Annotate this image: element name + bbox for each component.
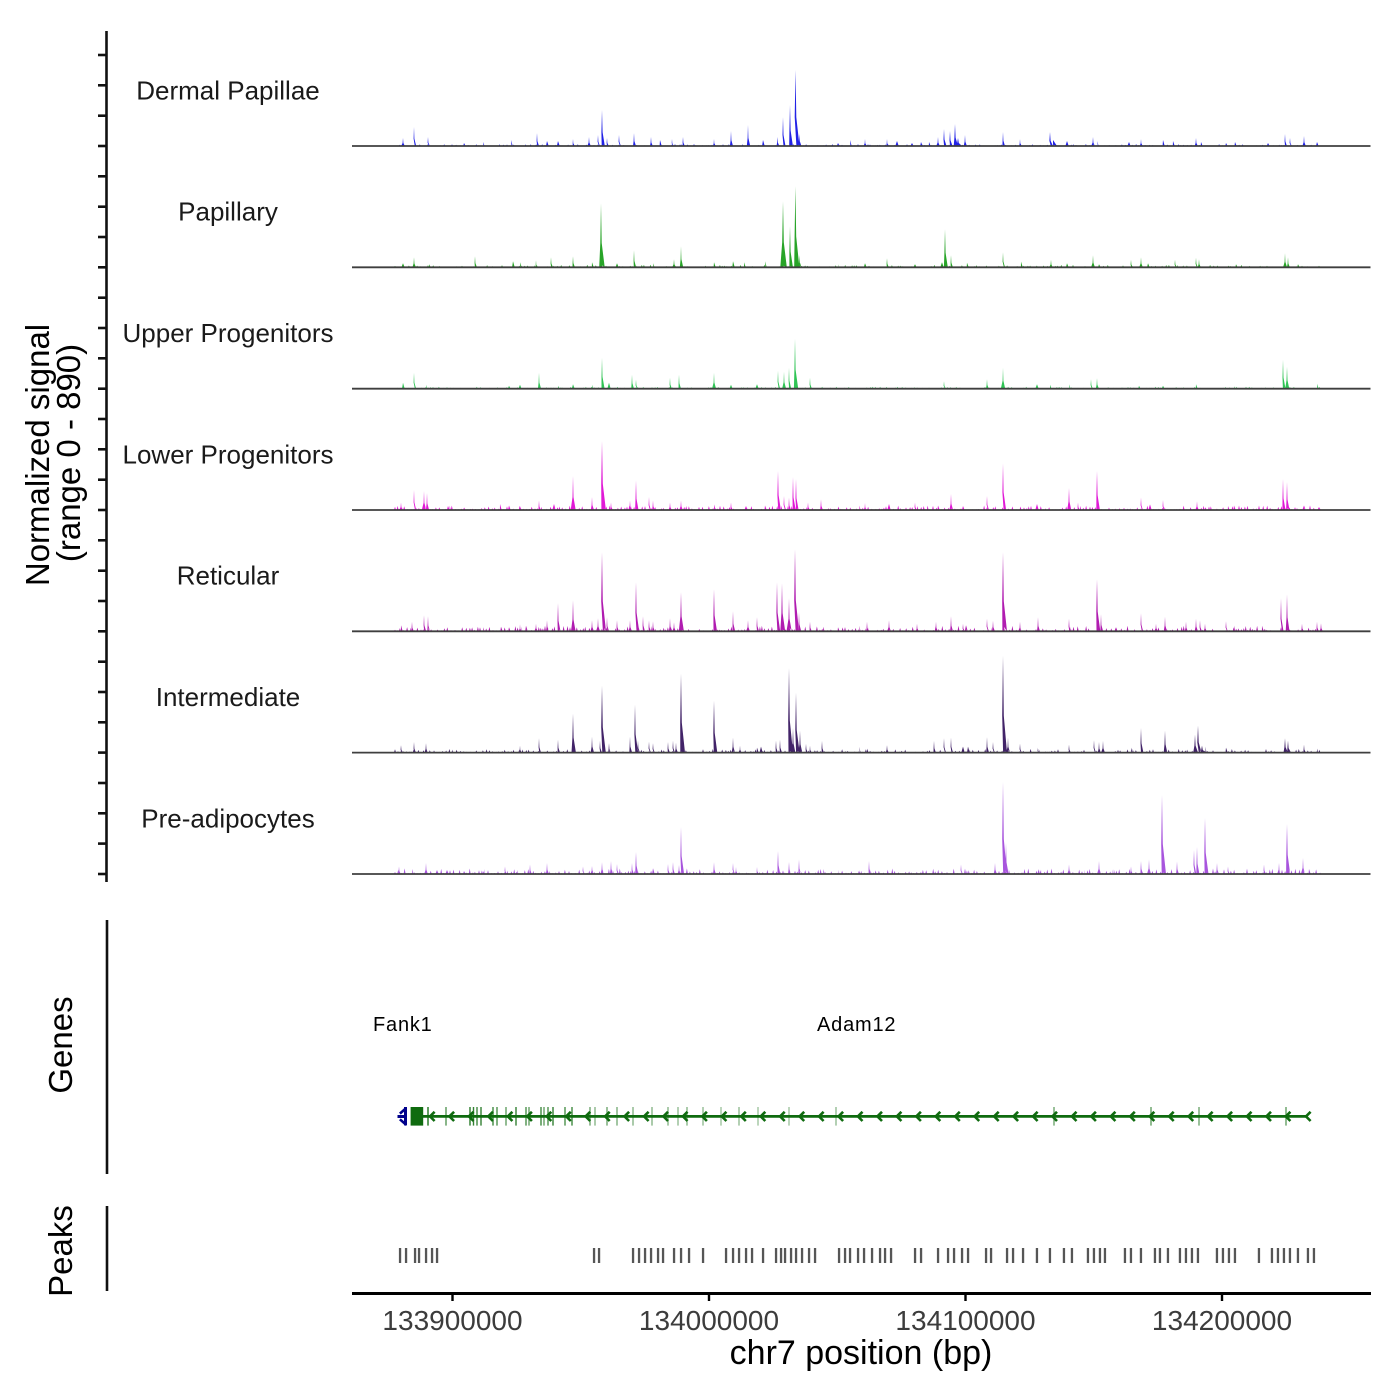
svg-text:Intermediate: Intermediate [156,682,301,712]
svg-text:134100000: 134100000 [895,1305,1035,1336]
svg-text:Fank1: Fank1 [373,1014,433,1036]
svg-text:Lower Progenitors: Lower Progenitors [123,439,334,469]
svg-text:(range 0 - 890): (range 0 - 890) [50,344,87,562]
svg-text:Genes: Genes [42,996,79,1093]
svg-text:Papillary: Papillary [178,197,278,227]
svg-text:Peaks: Peaks [42,1205,79,1297]
svg-text:Normalized signal: Normalized signal [19,324,56,586]
svg-text:Upper Progenitors: Upper Progenitors [123,318,334,348]
svg-text:Reticular: Reticular [177,561,280,591]
svg-text:Dermal Papillae: Dermal Papillae [136,75,320,105]
svg-text:134000000: 134000000 [639,1305,779,1336]
svg-text:133900000: 133900000 [382,1305,522,1336]
svg-text:chr7 position (bp): chr7 position (bp) [730,1334,993,1372]
svg-text:Adam12: Adam12 [817,1014,896,1036]
svg-text:Pre-adipocytes: Pre-adipocytes [141,803,314,833]
svg-text:134200000: 134200000 [1152,1305,1292,1336]
